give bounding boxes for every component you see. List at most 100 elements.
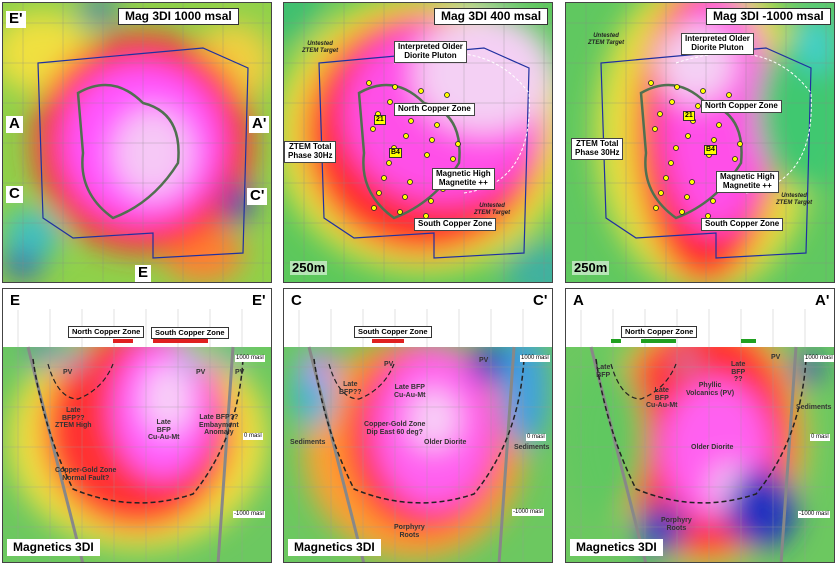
anomaly [28,344,58,364]
label: 0 masl [243,433,263,440]
label-line: Anomaly [204,429,234,437]
panel-image [3,289,271,562]
contact-outline [595,358,807,504]
label-line: ZTEM Total [288,142,332,151]
anomaly [756,33,834,193]
label: Porphyry Roots [661,517,692,532]
drill-collar [684,194,690,200]
panel: A A' North Copper Zone 1000 masl 0 masl -1000… [565,288,835,563]
label-line: Magnetite ++ [722,180,772,190]
contact-outline [47,363,114,400]
drill-collar [381,175,387,181]
fault [216,346,235,562]
label-line: Phase 30Hz [575,147,620,157]
label: Untested ZTEM Target [474,203,510,216]
label: E' [6,10,26,28]
label: Late BFP Cu-Au-Mt [148,419,180,442]
label-line: ZTEM Target [302,47,339,54]
drill-collar [428,198,434,204]
label-line: ZTEM Target [474,209,511,216]
panel-image [284,289,552,562]
zone-bar [372,339,404,343]
label-line: ZTEM Total [575,139,619,148]
anomaly [223,183,253,223]
copper-zone [76,83,180,220]
panel: C C' South Copper Zone 1000 masl 0 masl -1000… [283,288,553,563]
drill-collar [689,179,695,185]
label-line: Interpreted Older [398,42,463,51]
label-line: Diorite Pluton [691,42,744,52]
label: 1000 masl [804,355,834,362]
survey-boundary [318,47,530,259]
label: C' [247,187,268,205]
label: A [6,115,23,133]
label-line: Cu-Au-Mt [646,402,678,410]
drill-collar [652,126,658,132]
drill-collar [371,205,377,211]
drill-collar [424,152,430,158]
panel: Mag 3DI -1000 msal Untested ZTEM Target Int… [565,2,835,283]
label: Interpreted Older Diorite Pluton [681,33,754,55]
label: Magnetic High Magnetite ++ [432,168,495,190]
drill-collar [726,92,732,98]
drill-collar [408,118,414,124]
label: 250m [572,260,610,276]
drill-collar [658,190,664,196]
drill-collar [710,198,716,204]
label: Porphyry Roots [394,524,425,539]
label: PV [384,361,394,368]
zone-bar [113,339,133,343]
drill-collar [737,141,743,147]
anomaly [726,469,796,549]
label: -1000 masl [512,509,544,516]
label: Magnetics 3DI [7,539,100,557]
drill-collar [679,209,685,215]
label-line: BFP [731,368,746,376]
panel: Mag 3DI 400 msal Untested ZTEM Target Inter… [283,2,553,283]
label-line: Roots [666,524,687,532]
label: South Copper Zone [701,218,784,231]
anomaly [504,243,552,282]
label: Older Diorite [691,444,734,451]
panel: Mag 3DI 1000 msal E' A A' C C' E [2,2,272,283]
drill-collar [653,205,659,211]
fault [779,346,798,562]
label-line: Volcanics (PV) [686,389,735,397]
label-line: Late BFP [394,384,425,391]
label-line: Late BFP?? [199,414,239,421]
label-line: Normal Fault? [62,474,110,482]
label: Older Diorite [424,439,467,446]
anomaly-layer [294,329,549,559]
drill-collar [397,209,403,215]
label-line: Embayment [199,421,239,429]
drill-collar [732,156,738,162]
zone-bar [641,339,676,343]
drill-collar [685,133,691,139]
label-line: Cu-Au-Mt [394,391,426,399]
label: 0 masl [526,434,546,441]
panel-image [566,289,834,562]
drill-collar [429,137,435,143]
label: 1000 masl [520,355,550,362]
label-line: BFP?? [62,414,85,422]
label-line: Diorite Pluton [404,50,457,60]
label: Untested ZTEM Target [302,41,338,54]
label-line: Late [343,381,358,388]
anomaly [409,389,459,449]
label: ZTEM Total Phase 30Hz [284,141,337,163]
zone-bar [153,339,208,343]
drill-collar [403,133,409,139]
label-line: Late [66,407,81,414]
anomaly [113,108,193,198]
label-line: Late [731,361,746,368]
label: Sediments [796,404,832,411]
label: E' [249,292,269,310]
label-line: Interpreted Older [685,34,750,43]
label-line: BFP [654,394,669,402]
label: B4 [389,148,402,158]
contact-outline [313,358,525,504]
drill-collar [407,179,413,185]
label: Magnetics 3DI [570,539,663,557]
drill-collar [366,80,372,86]
drill-collar [376,190,382,196]
